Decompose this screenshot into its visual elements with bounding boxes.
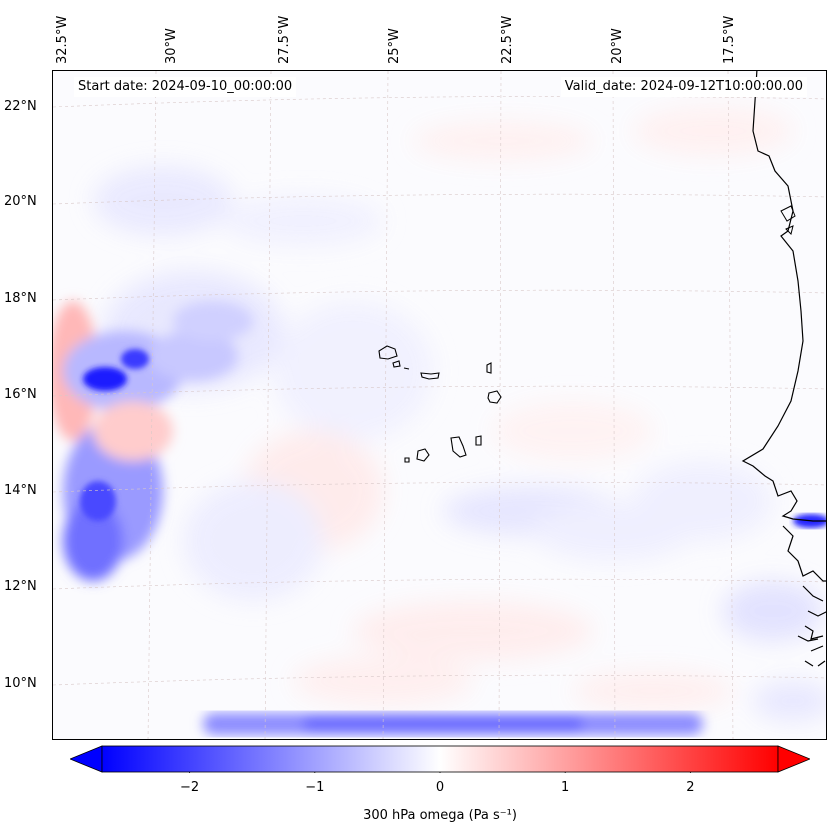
island-boa-vista [487, 390, 502, 404]
colorbar-extend-min [68, 745, 103, 773]
valid-date-label: Valid_date: 2024-09-12T10:00:00.00 [560, 77, 807, 97]
island-sao-vicente [392, 360, 401, 368]
lat-label-10n: 10°N [4, 676, 37, 691]
island-sao-nicolau [420, 372, 440, 380]
lon-label-25w: 25°W [387, 28, 402, 64]
colorbar-graphic [68, 745, 812, 776]
colorbar-tick-label: 2 [686, 780, 695, 795]
omega-south-band [203, 713, 703, 735]
colorbar-label: 300 hPa omega (Pa s⁻¹) [363, 808, 517, 823]
omega-field [53, 71, 826, 739]
lat-label-12n: 12°N [4, 579, 37, 594]
island-brava [404, 457, 410, 463]
lon-label-20w: 20°W [610, 28, 625, 64]
omega-map [52, 70, 827, 740]
africa-coastline [741, 71, 826, 667]
coastal-island-1 [780, 205, 796, 222]
island-santo-antao [378, 345, 398, 360]
colorbar-extend-max [777, 745, 812, 773]
colorbar-tick-label: −1 [305, 780, 325, 795]
island-santiago [450, 436, 467, 458]
lat-label-20n: 20°N [4, 194, 37, 209]
colorbar-body [101, 745, 779, 773]
lat-label-14n: 14°N [4, 483, 37, 498]
colorbar [68, 745, 812, 776]
start-date-label: Start date: 2024-09-10_00:00:00 [74, 77, 297, 97]
lon-label-17-5w: 17.5°W [722, 15, 737, 64]
lat-label-18n: 18°N [4, 291, 37, 306]
lon-label-30w: 30°W [164, 28, 179, 64]
island-sal [486, 362, 492, 374]
lon-label-32-5w: 32.5°W [55, 15, 70, 64]
omega-west-core [80, 349, 149, 521]
island-fogo [416, 448, 430, 462]
lon-label-27-5w: 27.5°W [277, 15, 292, 64]
lat-label-16n: 16°N [4, 387, 37, 402]
colorbar-tick-label: 0 [435, 780, 445, 795]
lat-label-22n: 22°N [4, 99, 37, 114]
island-maio [475, 435, 482, 446]
coastal-island-2 [785, 225, 794, 235]
omega-faint-patches [93, 106, 826, 721]
colorbar-tick-label: 1 [561, 780, 570, 795]
lon-label-22-5w: 22.5°W [500, 15, 515, 64]
graticule [53, 71, 826, 739]
cape-verde-islands [378, 345, 502, 463]
island-santa-luzia [403, 367, 410, 370]
colorbar-tick-label: −2 [180, 780, 200, 795]
